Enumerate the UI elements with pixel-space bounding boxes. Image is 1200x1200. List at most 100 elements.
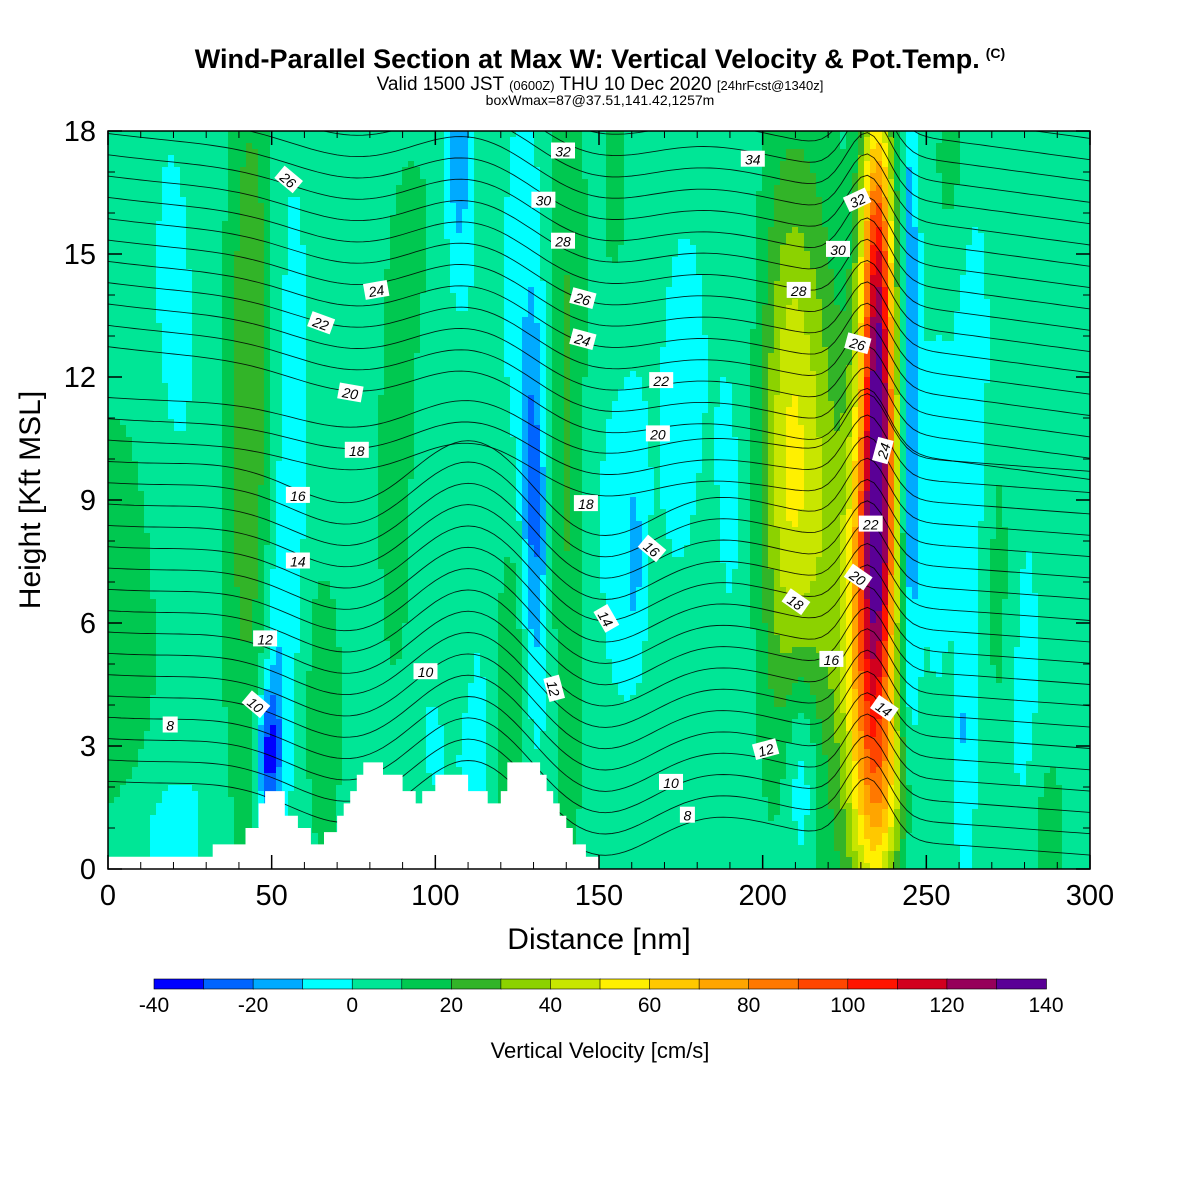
field-cell (804, 233, 829, 240)
field-cell (258, 491, 271, 498)
field-cell (540, 413, 547, 420)
field-cell (660, 347, 709, 354)
field-cell (300, 557, 379, 564)
field-cell (852, 833, 859, 840)
field-cell (882, 851, 889, 858)
field-cell (990, 317, 1090, 324)
field-cell (870, 551, 883, 558)
field-cell (984, 485, 997, 492)
field-cell (840, 635, 847, 642)
field-cell (642, 581, 649, 588)
field-cell (858, 719, 865, 726)
field-cell (810, 731, 823, 738)
field-cell (900, 173, 907, 180)
field-cell (852, 455, 859, 462)
field-cell (978, 779, 1021, 786)
field-cell (846, 371, 853, 378)
field-cell (108, 371, 163, 378)
field-cell (276, 755, 283, 762)
field-cell (726, 569, 733, 576)
field-cell (810, 341, 823, 348)
field-cell (600, 467, 655, 474)
field-cell (534, 149, 553, 156)
field-cell (888, 569, 895, 576)
field-cell (864, 371, 871, 378)
field-cell (246, 155, 259, 162)
field-cell (606, 623, 649, 630)
field-cell (552, 275, 565, 282)
field-cell (714, 449, 739, 456)
field-cell (528, 689, 547, 696)
field-cell (312, 785, 337, 792)
field-cell (978, 617, 991, 624)
field-cell (810, 797, 817, 804)
field-cell (864, 149, 871, 156)
field-cell (234, 323, 265, 330)
field-cell (498, 683, 523, 690)
field-cell (522, 407, 529, 414)
field-cell (192, 341, 223, 348)
field-cell (528, 521, 541, 528)
field-cell (888, 743, 895, 750)
field-cell (192, 305, 223, 312)
field-cell (576, 809, 769, 816)
field-cell (306, 509, 379, 516)
field-cell (546, 521, 553, 528)
field-cell (546, 515, 553, 522)
field-cell (522, 449, 529, 456)
field-cell (906, 149, 919, 156)
field-cell (846, 137, 859, 144)
field-cell (900, 539, 907, 546)
field-cell (822, 455, 847, 462)
field-cell (870, 563, 883, 570)
field-cell (108, 299, 157, 306)
field-cell (240, 179, 259, 186)
field-cell (558, 683, 583, 690)
field-cell (270, 245, 289, 252)
field-cell (540, 395, 547, 402)
field-cell (882, 395, 889, 402)
field-cell (606, 653, 643, 660)
field-cell (528, 401, 535, 408)
field-cell (888, 509, 895, 516)
field-cell (306, 767, 343, 774)
field-cell (960, 845, 973, 852)
field-cell (900, 215, 907, 222)
field-cell (510, 149, 535, 156)
field-cell (258, 689, 265, 696)
field-cell (108, 611, 157, 618)
field-cell (888, 857, 895, 864)
field-cell (984, 239, 1090, 246)
field-cell (954, 761, 979, 768)
field-cell (906, 761, 955, 768)
field-cell (858, 803, 865, 810)
field-cell (546, 335, 553, 342)
field-cell (552, 539, 565, 546)
field-cell (990, 341, 1090, 348)
field-cell (600, 485, 655, 492)
field-cell (792, 719, 811, 726)
field-cell (540, 611, 547, 618)
field-cell (1014, 659, 1039, 666)
field-cell (870, 755, 883, 762)
field-cell (894, 725, 901, 732)
field-cell (306, 317, 385, 324)
field-cell (870, 605, 883, 612)
field-cell (462, 227, 475, 234)
field-cell (222, 299, 235, 306)
field-cell (966, 725, 979, 732)
field-cell (294, 749, 307, 756)
field-cell (714, 467, 739, 474)
field-cell (108, 773, 133, 780)
field-cell (774, 587, 787, 594)
field-cell (864, 857, 883, 864)
field-cell (258, 731, 265, 738)
field-cell (552, 449, 565, 456)
field-cell (888, 761, 895, 768)
field-cell (504, 305, 529, 312)
field-cell (840, 779, 847, 786)
field-cell (426, 725, 445, 732)
field-cell (756, 293, 769, 300)
field-cell (822, 215, 853, 222)
field-cell (750, 461, 763, 468)
